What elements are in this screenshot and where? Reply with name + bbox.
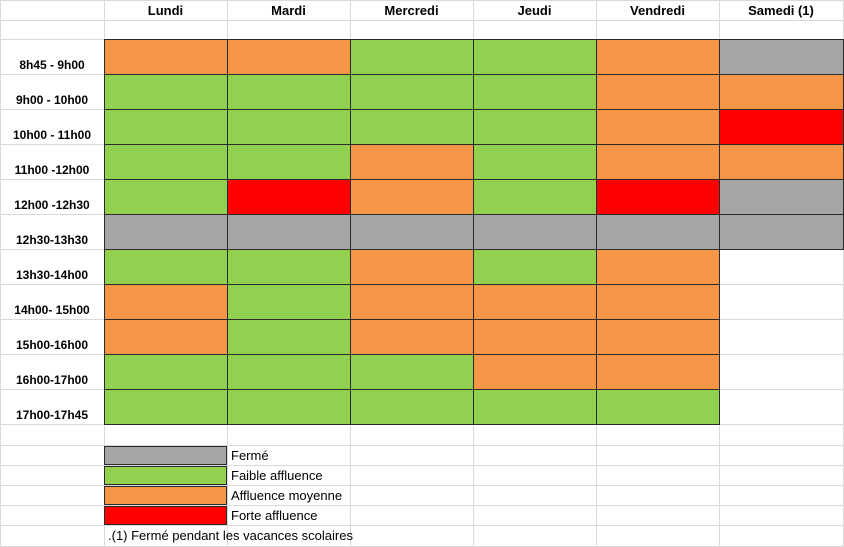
affluence-cell-faible: [473, 109, 597, 145]
affluence-cell-faible: [473, 249, 597, 285]
affluence-cell-moyenne: [596, 74, 720, 110]
affluence-cell-moyenne: [104, 39, 228, 75]
affluence-cell-moyenne: [596, 109, 720, 145]
time-slot-label: 8h45 - 9h00: [19, 58, 85, 72]
affluence-cell-moyenne: [473, 319, 597, 355]
affluence-cell-faible: [227, 109, 351, 145]
gridline-horizontal: [0, 525, 844, 526]
affluence-cell-ferme: [350, 214, 474, 250]
day-header: Vendredi: [630, 3, 685, 18]
affluence-cell-moyenne: [350, 144, 474, 180]
time-slot-label: 13h30-14h00: [15, 268, 89, 282]
affluence-cell-faible: [104, 179, 228, 215]
legend-swatch-faible: [104, 466, 227, 485]
legend-label-ferme: Fermé: [231, 448, 269, 463]
affluence-cell-forte: [596, 179, 720, 215]
time-slot-label: 10h00 - 11h00: [12, 128, 92, 142]
time-slot-label: 14h00- 15h00: [14, 303, 90, 317]
affluence-cell-faible: [473, 39, 597, 75]
legend-label-forte: Forte affluence: [231, 508, 318, 523]
affluence-cell-faible: [227, 319, 351, 355]
affluence-cell-faible: [104, 354, 228, 390]
affluence-cell-faible: [227, 389, 351, 425]
affluence-cell-faible: [473, 74, 597, 110]
affluence-cell-faible: [350, 389, 474, 425]
time-slot-label: 12h30-13h30: [15, 233, 89, 247]
affluence-cell-faible: [227, 354, 351, 390]
time-slot-label: 17h00-17h45: [15, 408, 89, 422]
affluence-cell-faible: [104, 389, 228, 425]
day-header: Lundi: [147, 3, 184, 18]
affluence-cell-moyenne: [350, 284, 474, 320]
time-slot-label: 12h00 -12h30: [14, 198, 90, 212]
affluence-cell-moyenne: [350, 249, 474, 285]
affluence-cell-faible: [596, 389, 720, 425]
affluence-cell-faible: [227, 74, 351, 110]
affluence-cell-faible: [227, 249, 351, 285]
legend-swatch-moyenne: [104, 486, 227, 505]
legend-label-moyenne: Affluence moyenne: [231, 488, 343, 503]
affluence-cell-faible: [473, 389, 597, 425]
affluence-cell-faible: [350, 39, 474, 75]
affluence-cell-moyenne: [719, 144, 844, 180]
affluence-cell-faible: [350, 74, 474, 110]
affluence-cell-faible: [104, 249, 228, 285]
affluence-cell-moyenne: [350, 179, 474, 215]
affluence-cell-moyenne: [104, 319, 228, 355]
affluence-cell-moyenne: [596, 354, 720, 390]
affluence-cell-ferme: [719, 179, 844, 215]
affluence-cell-forte: [227, 179, 351, 215]
affluence-cell-faible: [104, 109, 228, 145]
gridline-horizontal: [0, 0, 844, 1]
affluence-cell-moyenne: [596, 319, 720, 355]
gridline-horizontal: [0, 505, 844, 506]
affluence-cell-moyenne: [719, 74, 844, 110]
affluence-cell-moyenne: [473, 354, 597, 390]
legend-swatch-ferme: [104, 446, 227, 465]
affluence-cell-ferme: [719, 39, 844, 75]
affluence-cell-faible: [350, 354, 474, 390]
gridline-horizontal: [0, 20, 844, 21]
affluence-cell-forte: [719, 109, 844, 145]
time-slot-label: 15h00-16h00: [15, 338, 89, 352]
affluence-cell-faible: [227, 284, 351, 320]
day-header: Mardi: [271, 3, 306, 18]
affluence-cell-faible: [227, 144, 351, 180]
legend-label-faible: Faible affluence: [231, 468, 323, 483]
day-header: Jeudi: [517, 3, 552, 18]
gridline-horizontal: [0, 445, 844, 446]
affluence-cell-ferme: [473, 214, 597, 250]
affluence-cell-moyenne: [596, 249, 720, 285]
affluence-cell-faible: [104, 74, 228, 110]
legend-swatch-forte: [104, 506, 227, 525]
time-slot-label: 9h00 - 10h00: [15, 93, 89, 107]
affluence-cell-moyenne: [596, 284, 720, 320]
affluence-cell-ferme: [227, 214, 351, 250]
day-header: Samedi (1): [748, 3, 814, 18]
affluence-cell-moyenne: [596, 144, 720, 180]
gridline-vertical: [0, 0, 1, 547]
footnote: .(1) Fermé pendant les vacances scolaire…: [108, 528, 353, 543]
affluence-cell-faible: [350, 109, 474, 145]
affluence-cell-ferme: [596, 214, 720, 250]
affluence-cell-faible: [473, 144, 597, 180]
affluence-cell-faible: [473, 179, 597, 215]
affluence-cell-moyenne: [596, 39, 720, 75]
affluence-cell-faible: [104, 144, 228, 180]
affluence-cell-moyenne: [473, 284, 597, 320]
day-header: Mercredi: [384, 3, 439, 18]
affluence-cell-ferme: [719, 214, 844, 250]
affluence-cell-ferme: [104, 214, 228, 250]
time-slot-label: 16h00-17h00: [15, 373, 89, 387]
time-slot-label: 11h00 -12h00: [14, 163, 90, 177]
affluence-cell-moyenne: [104, 284, 228, 320]
gridline-horizontal: [0, 465, 844, 466]
gridline-horizontal: [0, 485, 844, 486]
affluence-cell-moyenne: [227, 39, 351, 75]
affluence-cell-moyenne: [350, 319, 474, 355]
